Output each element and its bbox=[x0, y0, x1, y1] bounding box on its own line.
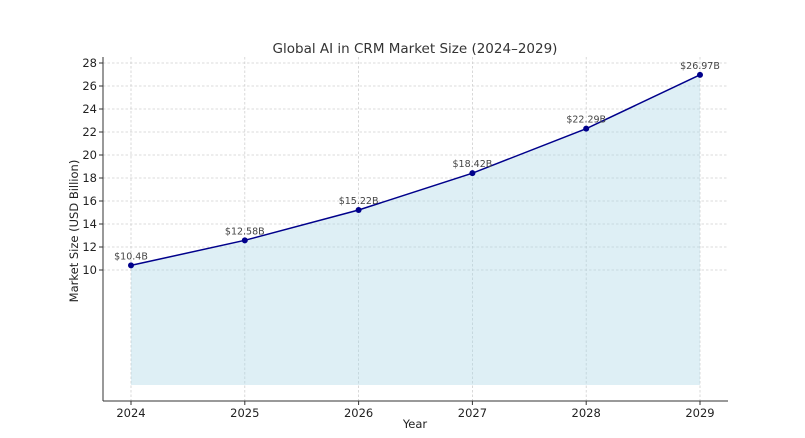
data-point bbox=[583, 125, 590, 132]
y-tick-label: 16 bbox=[82, 194, 97, 208]
y-tick-label: 12 bbox=[82, 240, 97, 254]
data-label: $12.58B bbox=[225, 226, 265, 237]
series-line bbox=[130, 74, 701, 267]
data-label: $18.42B bbox=[453, 159, 493, 170]
grid-lines bbox=[103, 57, 728, 401]
data-point bbox=[241, 237, 248, 244]
y-tick-label: 14 bbox=[82, 217, 97, 231]
data-point bbox=[469, 170, 476, 177]
x-axis-label: Year bbox=[402, 417, 428, 431]
data-label: $26.97B bbox=[680, 61, 720, 72]
x-tick-label: 2029 bbox=[685, 406, 714, 420]
x-tick-label: 2028 bbox=[572, 406, 601, 420]
y-tick-label: 18 bbox=[82, 171, 97, 185]
y-tick-label: 26 bbox=[82, 79, 97, 93]
area-fill bbox=[131, 74, 700, 385]
x-axis-ticks: 2024 2025 2026 2027 2028 2029 bbox=[116, 401, 715, 420]
y-tick-label: 24 bbox=[82, 102, 97, 116]
x-tick-label: 2024 bbox=[116, 406, 145, 420]
data-point bbox=[355, 206, 362, 213]
data-points bbox=[128, 71, 703, 269]
y-tick-label: 10 bbox=[82, 263, 97, 277]
y-tick-label: 28 bbox=[82, 56, 97, 70]
data-label: $10.4B bbox=[114, 251, 148, 262]
data-label: $22.29B bbox=[566, 115, 606, 126]
chart-title: Global AI in CRM Market Size (2024–2029) bbox=[273, 41, 558, 57]
y-axis-ticks: 10 12 14 16 18 20 22 24 26 28 bbox=[82, 56, 103, 277]
x-tick-label: 2026 bbox=[344, 406, 373, 420]
y-tick-label: 22 bbox=[82, 125, 97, 139]
data-point bbox=[697, 71, 703, 78]
x-tick-label: 2027 bbox=[458, 406, 487, 420]
y-axis-label: Market Size (USD Billion) bbox=[67, 160, 81, 303]
data-label: $15.22B bbox=[339, 196, 379, 207]
y-tick-label: 20 bbox=[82, 148, 97, 162]
data-point bbox=[128, 262, 134, 269]
data-labels: $10.4B $12.58B $15.22B $18.42B $22.29B $26.97… bbox=[114, 61, 720, 263]
x-tick-label: 2025 bbox=[230, 406, 259, 420]
